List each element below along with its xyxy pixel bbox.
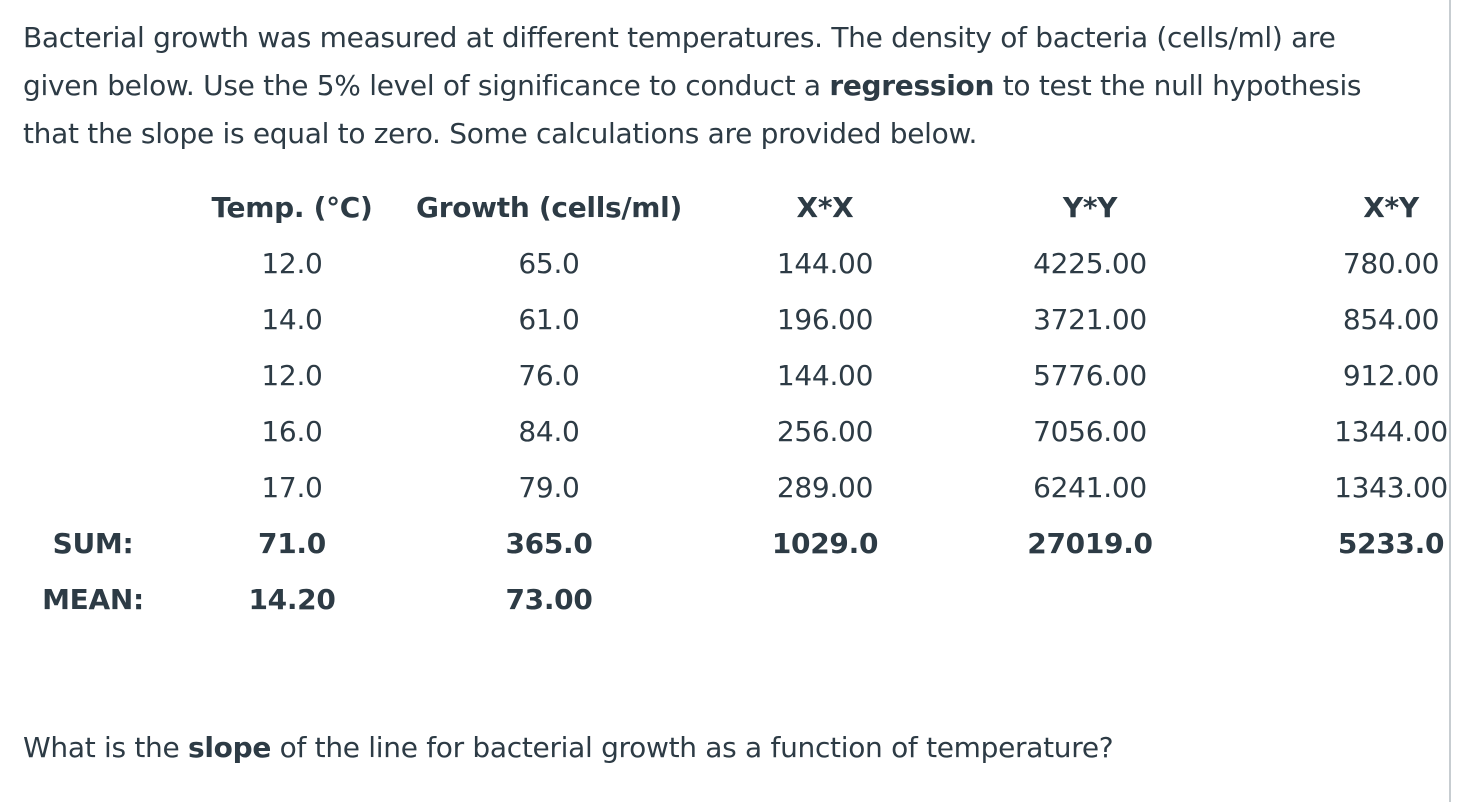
regression-keyword: regression — [829, 69, 995, 102]
cell-growth: 84.0 — [518, 415, 580, 448]
cell-xy: 854.00 — [1342, 303, 1440, 336]
sum-temp: 71.0 — [258, 527, 326, 560]
question-text: What is the slope of the line for bacter… — [23, 724, 1114, 772]
intro-line-2-start: given below. Use the 5% level of signifi… — [23, 69, 830, 102]
cell-xy: 780.00 — [1342, 247, 1440, 280]
cell-temp: 14.0 — [261, 303, 323, 336]
intro-line-2: given below. Use the 5% level of signifi… — [23, 62, 1423, 110]
cell-yy: 6241.00 — [1033, 471, 1147, 504]
problem-statement: Bacterial growth was measured at differe… — [23, 14, 1423, 158]
cell-temp: 12.0 — [261, 359, 323, 392]
intro-line-2-end: to test the null hypothesis — [994, 69, 1362, 102]
right-divider — [1449, 0, 1451, 802]
header-yy: Y*Y — [1062, 191, 1118, 224]
cell-temp: 16.0 — [261, 415, 323, 448]
header-growth: Growth (cells/ml) — [416, 191, 682, 224]
cell-xx: 196.00 — [776, 303, 874, 336]
header-xy: X*Y — [1363, 191, 1419, 224]
cell-xy: 1343.00 — [1334, 471, 1448, 504]
header-xx: X*X — [796, 191, 854, 224]
mean-label: MEAN: — [42, 583, 144, 616]
cell-growth: 76.0 — [518, 359, 580, 392]
cell-yy: 7056.00 — [1033, 415, 1147, 448]
cell-xx: 144.00 — [776, 247, 874, 280]
sum-xy: 5233.0 — [1337, 527, 1445, 560]
slope-keyword: slope — [188, 731, 272, 764]
cell-yy: 4225.00 — [1033, 247, 1147, 280]
sum-yy: 27019.0 — [1027, 527, 1153, 560]
intro-line-3: that the slope is equal to zero. Some ca… — [23, 117, 978, 150]
cell-xy: 912.00 — [1342, 359, 1440, 392]
sum-growth: 365.0 — [505, 527, 593, 560]
cell-xx: 256.00 — [776, 415, 874, 448]
cell-xx: 144.00 — [776, 359, 874, 392]
mean-growth: 73.00 — [505, 583, 593, 616]
question-start: What is the — [23, 731, 188, 764]
cell-growth: 65.0 — [518, 247, 580, 280]
cell-xy: 1344.00 — [1334, 415, 1448, 448]
mean-temp: 14.20 — [248, 583, 336, 616]
data-table: Temp. (°C) Growth (cells/ml) X*X Y*Y X*Y… — [0, 180, 1448, 620]
intro-line-1: Bacterial growth was measured at differe… — [23, 21, 1336, 54]
sum-xx: 1029.0 — [771, 527, 879, 560]
question-end: of the line for bacterial growth as a fu… — [271, 731, 1114, 764]
sum-label: SUM: — [52, 527, 134, 560]
cell-xx: 289.00 — [776, 471, 874, 504]
cell-growth: 61.0 — [518, 303, 580, 336]
cell-yy: 3721.00 — [1033, 303, 1147, 336]
cell-temp: 12.0 — [261, 247, 323, 280]
header-temp: Temp. (°C) — [211, 191, 373, 224]
cell-growth: 79.0 — [518, 471, 580, 504]
cell-yy: 5776.00 — [1033, 359, 1147, 392]
cell-temp: 17.0 — [261, 471, 323, 504]
